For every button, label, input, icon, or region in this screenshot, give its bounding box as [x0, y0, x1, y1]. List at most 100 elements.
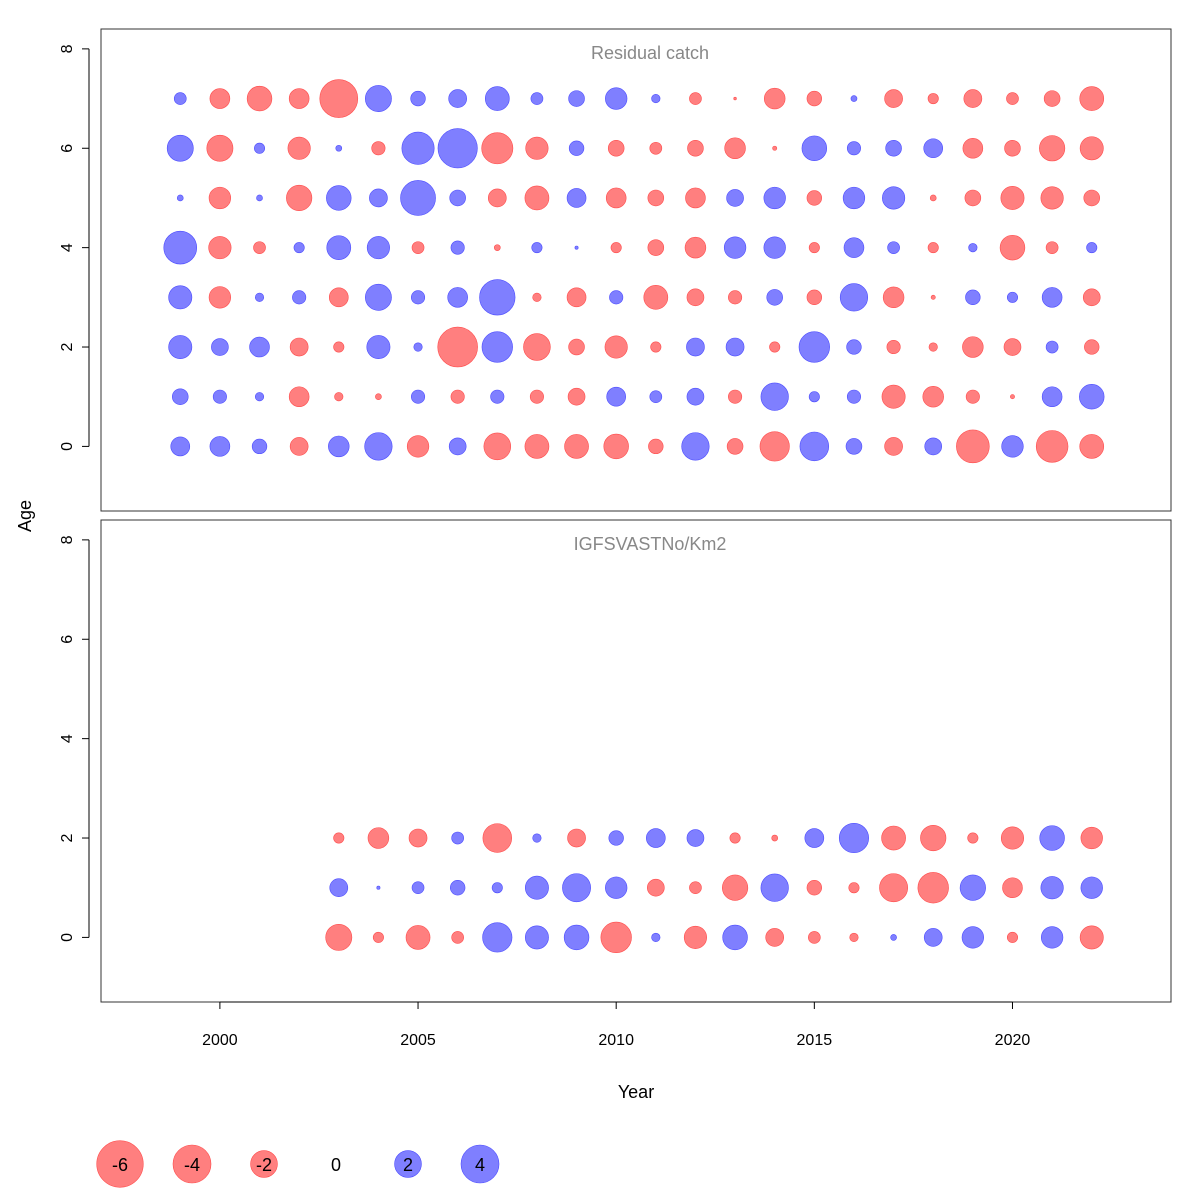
bubble-point	[286, 184, 313, 211]
bubble-point	[1083, 189, 1100, 207]
bubble-point	[568, 140, 585, 156]
bubble-point	[1040, 926, 1064, 949]
bubble-point	[804, 828, 825, 848]
bubble-point	[491, 882, 503, 894]
bubble-point	[923, 138, 944, 159]
bubble-point	[646, 828, 666, 848]
legend-label: 2	[403, 1155, 413, 1175]
bubble-point	[364, 432, 393, 461]
panel-frame	[100, 519, 1172, 1003]
bubble-point	[689, 881, 702, 895]
bubble-point	[563, 924, 590, 951]
bubble-point	[882, 186, 906, 210]
bubble-point	[172, 388, 189, 405]
bubble-point	[564, 434, 589, 459]
bubble-point	[765, 928, 785, 947]
size-legend: -6 -4 -2 0 2 4	[96, 1140, 500, 1188]
bubble-point	[930, 294, 936, 300]
bubble-point	[289, 337, 309, 357]
bubble-point	[524, 434, 550, 459]
bubble-point	[726, 438, 744, 455]
y-tick-label: 4	[59, 243, 76, 252]
bubble-point	[206, 134, 234, 162]
bubble-point	[319, 79, 359, 118]
panel-title: IGFSVASTNo/Km2	[574, 534, 727, 554]
bubble-point	[568, 90, 585, 107]
bubble-point	[566, 188, 587, 208]
bubble-point	[920, 824, 947, 852]
y-axis-title: Age	[15, 500, 35, 532]
bubble-point	[808, 242, 820, 254]
bubble-point	[1082, 288, 1101, 307]
bubble-point	[410, 90, 426, 107]
bubble-point	[843, 237, 865, 258]
bubble-point	[256, 194, 263, 202]
bubble-point	[771, 834, 779, 842]
bubble-point	[886, 340, 901, 355]
bubble-point	[567, 828, 586, 848]
bubble-point	[400, 180, 436, 216]
bubble-point	[881, 384, 906, 409]
bubble-point	[728, 389, 743, 404]
bubble-point	[846, 389, 861, 404]
bubble-point	[722, 874, 749, 901]
bubble-point	[928, 342, 938, 352]
bubble-point	[686, 337, 705, 357]
y-tick-label: 0	[59, 933, 76, 942]
bubble-point	[726, 189, 744, 207]
bubble-point	[605, 87, 628, 110]
bubble-point	[437, 128, 478, 169]
bubble-point	[1079, 136, 1104, 161]
y-tick-label: 6	[59, 635, 76, 644]
bubble-point	[1010, 394, 1015, 400]
bubble-point	[763, 186, 786, 210]
bubble-point	[372, 931, 384, 943]
bubble-point	[1006, 92, 1019, 105]
bubble-point	[842, 186, 866, 210]
bubble-point	[1080, 826, 1103, 850]
bubble-point	[451, 831, 464, 845]
bubble-point	[689, 92, 702, 105]
bubble-point	[929, 194, 937, 202]
legend-bubble	[96, 1140, 144, 1188]
bubble-point	[1000, 186, 1025, 210]
bubble-point	[798, 331, 830, 363]
y-tick-label: 2	[59, 342, 76, 351]
bubble-point	[326, 235, 352, 260]
bubble-point	[493, 244, 501, 251]
bubble-point	[846, 141, 861, 156]
bubble-point	[1080, 876, 1103, 899]
bubble-point	[722, 924, 748, 951]
bubble-point	[600, 921, 632, 954]
bubble-point	[293, 242, 305, 254]
bubble-point	[567, 387, 586, 406]
bubble-point	[1043, 90, 1061, 107]
bubble-point	[209, 436, 231, 457]
bubble-point	[487, 188, 507, 208]
bubble-point	[650, 341, 662, 353]
bubble-point	[481, 132, 514, 165]
bubble-point	[325, 924, 353, 951]
bubble-point	[923, 928, 943, 947]
bubble-point	[208, 236, 232, 260]
bubble-point	[1040, 876, 1064, 900]
bubble-point	[1039, 135, 1066, 162]
bubble-point	[484, 86, 510, 111]
bubble-point	[490, 389, 505, 404]
bubble-point	[806, 190, 822, 206]
bubble-point	[447, 287, 468, 308]
bubble-point	[724, 137, 746, 159]
x-axis-title: Year	[618, 1082, 654, 1102]
bubble-point	[965, 289, 981, 305]
bubble-point	[885, 140, 902, 157]
bubble-point	[254, 292, 265, 302]
bubble-point	[483, 432, 512, 461]
bubble-point	[651, 932, 661, 942]
bubble-point	[1045, 241, 1059, 254]
bubble-point	[524, 185, 550, 211]
bubble-point	[1001, 435, 1024, 458]
bubble-point	[968, 243, 978, 253]
bubble-point	[170, 436, 191, 457]
bubble-point	[887, 241, 900, 254]
